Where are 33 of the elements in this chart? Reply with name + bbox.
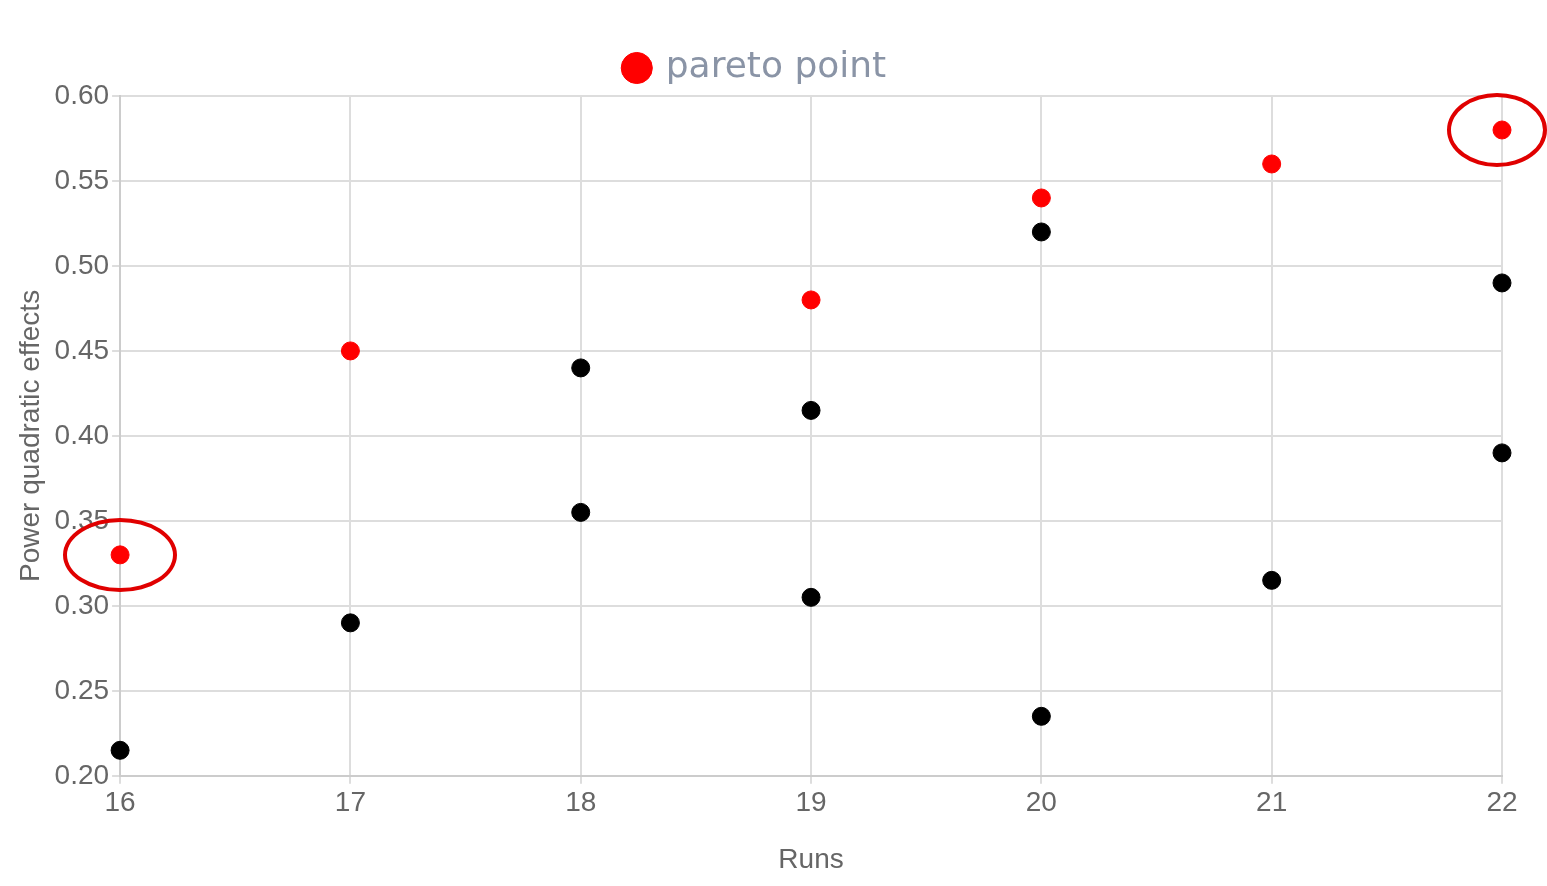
point	[571, 358, 591, 378]
point	[110, 545, 130, 565]
y-tick-label: 0.50	[54, 248, 110, 280]
point	[340, 613, 360, 633]
point	[340, 341, 360, 361]
y-tick-label: 0.55	[54, 163, 110, 195]
point	[1262, 154, 1282, 174]
point	[1031, 706, 1051, 726]
legend-label: pareto point	[665, 44, 887, 86]
x-tick-label: 20	[1025, 786, 1057, 818]
y-tick-label: 0.40	[54, 418, 110, 450]
point	[1492, 443, 1512, 463]
y-tick-label: 0.30	[54, 588, 110, 620]
point	[110, 740, 130, 760]
x-tick-label: 22	[1486, 786, 1518, 818]
point	[801, 290, 821, 310]
y-tick-label: 0.25	[54, 673, 110, 705]
point	[1031, 222, 1051, 242]
y-axis-title: Power quadratic effects	[13, 289, 45, 582]
point	[571, 502, 591, 522]
x-tick-label: 18	[565, 786, 597, 818]
point	[1492, 120, 1512, 140]
point	[801, 587, 821, 607]
x-tick-label: 19	[795, 786, 827, 818]
x-axis-title: Runs	[778, 842, 844, 874]
y-tick-label: 0.45	[54, 333, 110, 365]
x-tick-label: 21	[1256, 786, 1288, 818]
point	[1262, 570, 1282, 590]
y-tick-label: 0.60	[54, 78, 110, 110]
point	[801, 400, 821, 420]
point	[1031, 188, 1051, 208]
x-tick-label: 17	[334, 786, 366, 818]
point	[1492, 273, 1512, 293]
